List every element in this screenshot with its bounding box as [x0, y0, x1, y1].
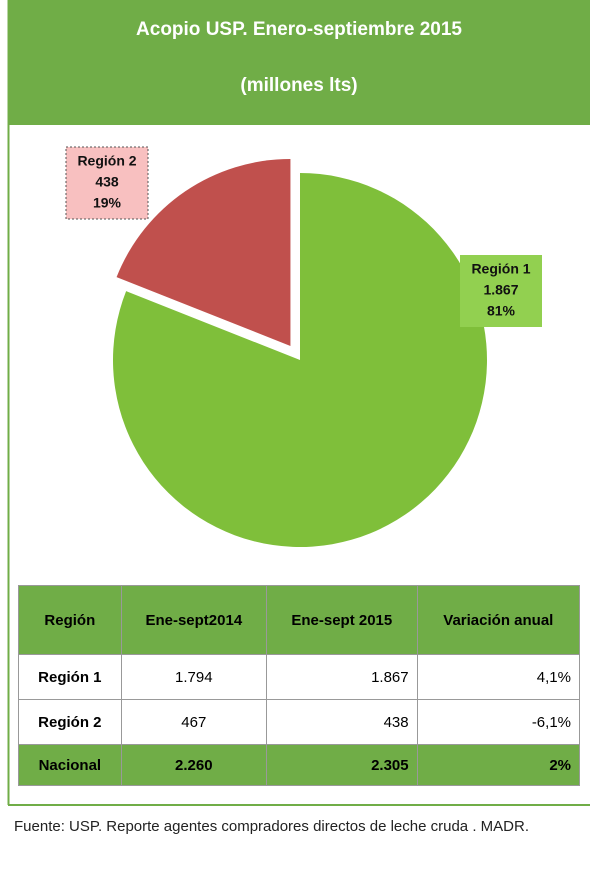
header-cell: Variación anual [416, 585, 581, 655]
data-label: 1.867 [483, 282, 518, 298]
header-band [8, 0, 590, 125]
data-label-box [65, 146, 149, 220]
table-cell: 438 [265, 699, 418, 745]
data-label: 81% [487, 303, 516, 319]
data-label-box [460, 255, 542, 327]
table-cell: 2% [416, 744, 581, 786]
table-cell: Nacional [18, 744, 122, 786]
data-label: 19% [93, 195, 122, 211]
table-row: Nacional 2.260 2.305 2% [18, 744, 581, 786]
table-cell: Región 2 [18, 699, 122, 745]
data-table: Región Ene-sept2014 Ene-sept 2015 Variación… [18, 585, 581, 786]
table-row: Región 2 467 438 -6,1% [18, 699, 581, 745]
pie-slice [116, 158, 291, 346]
table-cell: 1.867 [265, 654, 418, 700]
table-cell: Región 1 [18, 654, 122, 700]
table-cell: -6,1% [416, 699, 581, 745]
data-label: Región 1 [471, 261, 530, 277]
chart-title: Acopio USP. Enero-septiembre 2015 [136, 19, 462, 40]
chart-subtitle: (millones lts) [240, 75, 357, 96]
header-cell: Región [18, 585, 122, 655]
data-label: 438 [95, 174, 119, 190]
table-cell: 2.305 [265, 744, 418, 786]
data-label: Región 2 [77, 153, 136, 169]
header-cell: Ene-sept 2015 [265, 585, 418, 655]
table-cell: 1.794 [120, 654, 267, 700]
table-cell: 2.260 [120, 744, 267, 786]
table-cell: 467 [120, 699, 267, 745]
table-row: Región 1 1.794 1.867 4,1% [18, 654, 581, 700]
source-note: Fuente: USP. Reporte agentes compradores… [14, 818, 529, 835]
table-cell: 4,1% [416, 654, 581, 700]
header-cell: Ene-sept2014 [120, 585, 267, 655]
header-row: Región Ene-sept2014 Ene-sept 2015 Variación… [18, 585, 581, 655]
pie-slice [112, 173, 487, 547]
pie: Región 1 1.867 81% Región 2 438 19% [65, 146, 542, 547]
